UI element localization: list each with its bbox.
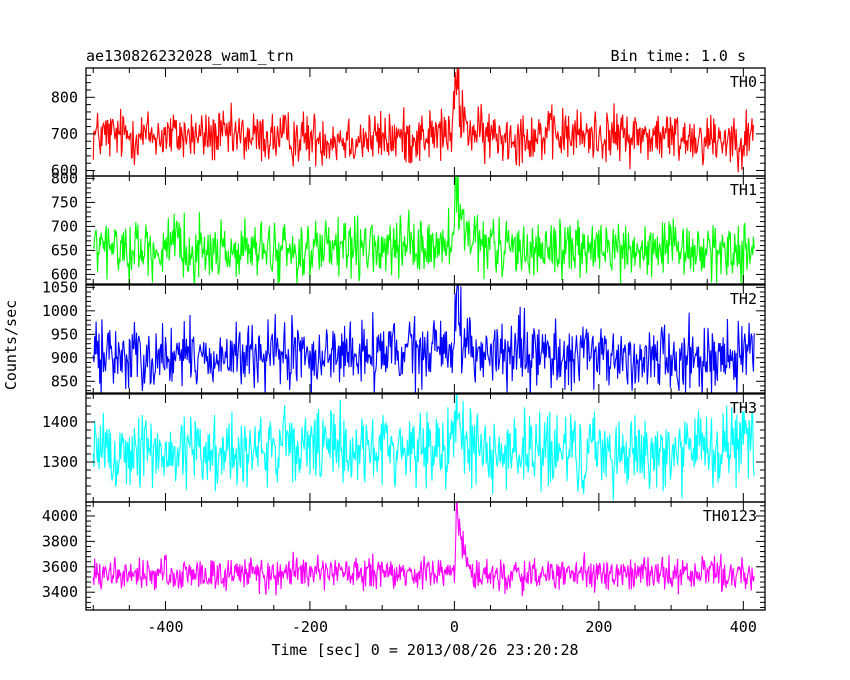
series-th1 xyxy=(92,176,755,284)
panel-label: TH0123 xyxy=(703,507,757,525)
x-tick-label: 0 xyxy=(450,618,459,636)
panel-frame xyxy=(85,67,766,177)
x-tick-label: -400 xyxy=(147,618,183,636)
y-tick-label: 800 xyxy=(51,169,78,187)
panel-frame xyxy=(85,175,766,285)
panel-th0: 600 700 800 TH0 xyxy=(51,67,766,180)
y-tick-label: 800 xyxy=(51,88,78,106)
y-tick-label: 3400 xyxy=(42,583,78,601)
y-axis-label: Counts/sec xyxy=(2,300,20,390)
y-tick-label: 850 xyxy=(51,372,78,390)
y-tick-label: 700 xyxy=(51,125,78,143)
panel-label: TH3 xyxy=(730,399,757,417)
chart-title: ae130826232028_wam1_trn xyxy=(86,47,294,65)
panels: 600 700 800 TH0 600 650 700 750 800 TH1 850 900 950 1… xyxy=(42,67,766,611)
panel-th1: 600 650 700 750 800 TH1 xyxy=(51,169,766,285)
x-tick-label: 400 xyxy=(730,618,757,636)
bin-time-label: Bin time: 1.0 s xyxy=(611,47,746,65)
panel-th2: 850 900 950 1000 1050 TH2 xyxy=(42,278,766,394)
y-tick-label: 600 xyxy=(51,265,78,283)
series-th0123 xyxy=(92,502,755,597)
series-th2 xyxy=(92,285,755,393)
series-th3 xyxy=(92,394,755,501)
y-tick-label: 950 xyxy=(51,325,78,343)
y-tick-label: 900 xyxy=(51,349,78,367)
y-tick-label: 750 xyxy=(51,193,78,211)
panel-frame xyxy=(85,501,766,611)
x-axis: -400 -200 0 200 400 xyxy=(147,618,756,636)
y-tick-label: 600 xyxy=(51,162,78,180)
panel-th3: 1300 1400 TH3 xyxy=(42,393,766,503)
y-tick-label: 650 xyxy=(51,241,78,259)
y-tick-label: 4000 xyxy=(42,507,78,525)
panel-th0123: 3400 3600 3800 4000 TH0123 xyxy=(42,501,766,611)
x-axis-label: Time [sec] 0 = 2013/08/26 23:20:28 xyxy=(271,641,578,659)
panel-label: TH1 xyxy=(730,181,757,199)
y-tick-label: 3600 xyxy=(42,558,78,576)
panel-label: TH0 xyxy=(730,73,757,91)
panel-label: TH2 xyxy=(730,290,757,308)
y-tick-label: 3800 xyxy=(42,532,78,550)
x-tick-label: 200 xyxy=(585,618,612,636)
y-tick-label: 1000 xyxy=(42,302,78,320)
y-tick-label: 1300 xyxy=(42,453,78,471)
x-tick-label: -200 xyxy=(292,618,328,636)
series-th0 xyxy=(92,68,755,173)
panel-frame xyxy=(85,284,766,394)
y-tick-label: 700 xyxy=(51,217,78,235)
y-tick-label: 1400 xyxy=(42,413,78,431)
y-tick-label: 1050 xyxy=(42,278,78,296)
